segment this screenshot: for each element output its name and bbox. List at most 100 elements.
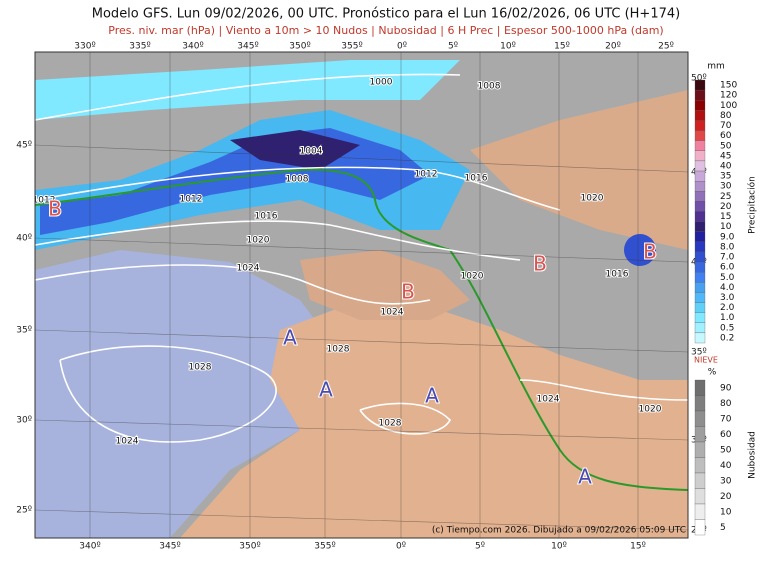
isobar-label: 1020: [581, 194, 604, 204]
subtitle: Pres. niv. mar (hPa) | Viento a 10m > 10…: [108, 24, 663, 37]
high-center: A: [283, 326, 297, 350]
precip-swatch: [694, 160, 706, 172]
cloud-swatch: [694, 457, 706, 474]
cloud-level: 10: [720, 507, 732, 517]
isobar-label: 1024: [237, 264, 260, 274]
precip-level: 6.0: [720, 263, 735, 273]
lon-label: 20º: [605, 42, 621, 52]
cloud-level: 5: [720, 523, 726, 533]
cloud-swatch: [694, 488, 706, 505]
isobar-label: 1024: [116, 437, 139, 447]
cloud-swatch: [694, 503, 706, 520]
cloud-level: 60: [720, 430, 732, 440]
low-center: B: [401, 280, 415, 304]
cloud-level: 30: [720, 476, 732, 486]
high-center: A: [319, 378, 333, 402]
precip-swatch: [694, 150, 706, 162]
isobar-label: 1028: [189, 363, 212, 373]
precip-level: 50: [720, 141, 732, 151]
precip-level: 9.0: [720, 232, 735, 242]
cloud-unit: %: [708, 368, 717, 378]
isobars: [35, 73, 688, 443]
lon-label: 335º: [129, 42, 150, 52]
lon-label: 355º: [314, 542, 335, 552]
lat-label: 50º: [691, 74, 707, 84]
lon-label: 15º: [554, 42, 570, 52]
cloud-swatch: [694, 519, 706, 536]
lat-label: 35º: [16, 326, 32, 336]
isobar-label: 1008: [478, 82, 501, 92]
precip-level: 3.0: [720, 293, 735, 303]
isobar-label: 1024: [537, 395, 560, 405]
precip-level: 7.0: [720, 253, 735, 263]
precip-level: 2.0: [720, 303, 735, 313]
precip-swatch: [694, 282, 706, 293]
precip-level: 100: [720, 101, 737, 111]
precip-level: 80: [720, 111, 732, 121]
precip-level: 0.2: [720, 333, 734, 343]
precip-level: 8.0: [720, 242, 735, 252]
precip-swatch: [694, 261, 706, 273]
lat-label: 25º: [16, 506, 32, 516]
precip-level: 25: [720, 192, 731, 202]
lon-label: 5º: [475, 542, 485, 552]
isobar-label: 1000: [370, 78, 393, 88]
isobar-label: 1012: [180, 195, 203, 205]
isobar-label: 1020: [639, 405, 662, 415]
precip-swatch: [694, 110, 706, 121]
low-center: B: [48, 197, 62, 221]
precip-level: 45: [720, 151, 731, 161]
cloud-level: 40: [720, 461, 732, 471]
precip-level: 4.0: [720, 283, 735, 293]
lon-label: 10º: [500, 42, 516, 52]
cloud-swatch: [694, 395, 706, 412]
isobar-label: 1024: [381, 308, 404, 318]
precip-level: 15: [720, 212, 731, 222]
title: Modelo GFS. Lun 09/02/2026, 00 UTC. Pron…: [92, 7, 680, 22]
precip-cell: [624, 234, 656, 266]
precip-swatch: [694, 312, 706, 323]
isobar-label: 1016: [465, 174, 488, 184]
precip-level: 70: [720, 121, 732, 131]
precip-max: [230, 130, 360, 170]
precip-level: 0.5: [720, 323, 734, 333]
lon-label: 15º: [630, 542, 646, 552]
cloud-level: 70: [720, 414, 732, 424]
precip-swatch: [694, 302, 706, 313]
precip-level: 5.0: [720, 273, 735, 283]
precip-swatch: [694, 170, 706, 182]
low-center: B: [533, 252, 547, 276]
lon-label: 25º: [658, 42, 674, 52]
precip-swatch: [694, 241, 706, 253]
cloud-swatch: [694, 426, 706, 443]
precip-swatch: [694, 181, 706, 192]
lon-label: 330º: [74, 42, 95, 52]
map-frame: [34, 51, 689, 539]
precip-level: 20: [720, 202, 732, 212]
cloud-level: 80: [720, 399, 732, 409]
cloud-swatch: [694, 441, 706, 458]
lon-label: 5º: [448, 42, 458, 52]
precip-swatch: [694, 221, 706, 232]
land-africa: [180, 300, 688, 538]
isobar-label: 1028: [327, 345, 350, 355]
cloud-level: 20: [720, 492, 732, 502]
cloud-level: 50: [720, 445, 732, 455]
isobar-label: 1016: [255, 212, 278, 222]
precip-swatch: [694, 100, 706, 111]
precip-level: 60: [720, 131, 732, 141]
lon-label: 340º: [79, 542, 100, 552]
precip-level: 1.0: [720, 313, 735, 323]
cloud-title: Nubosidad: [748, 431, 758, 479]
lon-label: 345º: [237, 42, 258, 52]
cloud-swatch: [694, 410, 706, 427]
lon-label: 10º: [551, 542, 567, 552]
precip-swatch: [694, 89, 706, 101]
isobar-label: 1020: [247, 236, 270, 246]
lon-label: 0º: [397, 42, 407, 52]
cloud-level: 90: [720, 383, 732, 393]
lat-label: 45º: [16, 141, 32, 151]
precip-swatch: [694, 322, 706, 334]
lon-label: 355º: [341, 42, 362, 52]
